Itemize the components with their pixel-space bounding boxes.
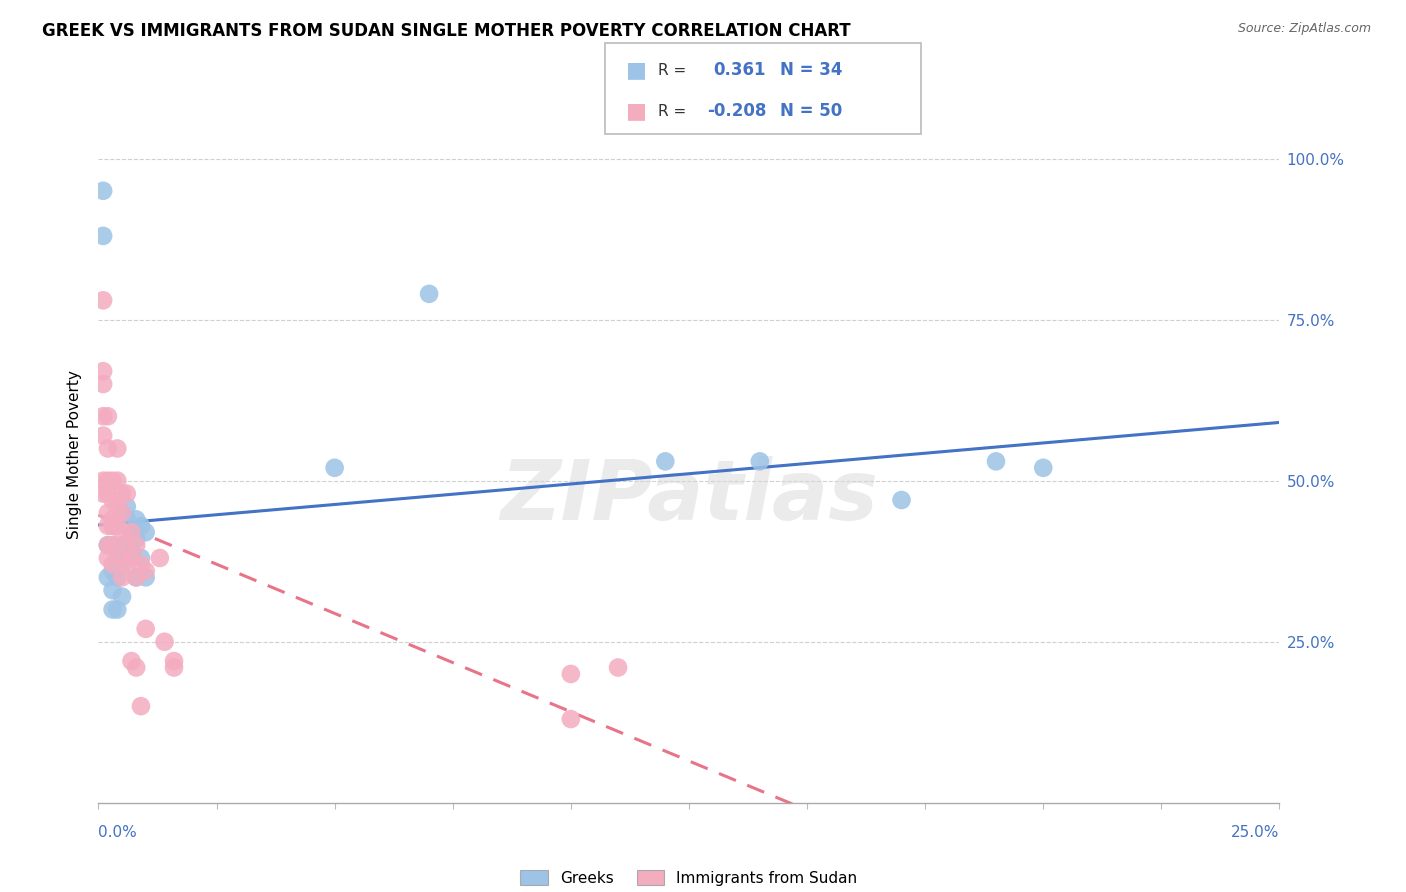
- Text: R =: R =: [658, 62, 686, 78]
- Point: [91, 409, 114, 424]
- Point: [101, 538, 124, 552]
- Text: 25.0%: 25.0%: [1232, 825, 1279, 840]
- Point: [135, 570, 157, 584]
- Point: [111, 538, 134, 552]
- Point: [101, 474, 124, 488]
- Point: [91, 486, 114, 500]
- Point: [111, 525, 134, 540]
- Point: [101, 518, 124, 533]
- Point: [111, 590, 134, 604]
- Y-axis label: Single Mother Poverty: Single Mother Poverty: [67, 370, 83, 540]
- Point: [105, 442, 128, 456]
- Text: Source: ZipAtlas.com: Source: ZipAtlas.com: [1237, 22, 1371, 36]
- Point: [135, 525, 157, 540]
- Point: [135, 564, 157, 578]
- Point: [91, 474, 114, 488]
- Point: [97, 486, 120, 500]
- Point: [1032, 460, 1054, 475]
- Point: [418, 286, 440, 301]
- Text: N = 50: N = 50: [780, 103, 842, 120]
- Point: [105, 500, 128, 514]
- Point: [97, 538, 120, 552]
- Point: [121, 654, 143, 668]
- Point: [129, 558, 152, 572]
- Point: [97, 518, 120, 533]
- Point: [125, 532, 148, 546]
- Point: [125, 570, 148, 584]
- Point: [105, 518, 128, 533]
- Text: GREEK VS IMMIGRANTS FROM SUDAN SINGLE MOTHER POVERTY CORRELATION CHART: GREEK VS IMMIGRANTS FROM SUDAN SINGLE MO…: [42, 22, 851, 40]
- Point: [111, 570, 134, 584]
- Point: [129, 551, 152, 566]
- Point: [163, 654, 186, 668]
- Point: [323, 460, 346, 475]
- Point: [111, 486, 134, 500]
- Text: -0.208: -0.208: [707, 103, 766, 120]
- Point: [91, 428, 114, 442]
- Point: [984, 454, 1007, 468]
- Text: ■: ■: [626, 102, 647, 121]
- Point: [121, 544, 143, 558]
- Legend: Greeks, Immigrants from Sudan: Greeks, Immigrants from Sudan: [520, 870, 858, 886]
- Point: [101, 602, 124, 616]
- Point: [125, 512, 148, 526]
- Point: [560, 667, 582, 681]
- Point: [607, 660, 630, 674]
- Point: [135, 622, 157, 636]
- Point: [129, 518, 152, 533]
- Point: [115, 538, 138, 552]
- Point: [125, 538, 148, 552]
- Point: [121, 551, 143, 566]
- Point: [105, 602, 128, 616]
- Point: [115, 512, 138, 526]
- Point: [91, 184, 114, 198]
- Point: [115, 500, 138, 514]
- Point: [97, 409, 120, 424]
- Point: [105, 474, 128, 488]
- Point: [121, 525, 143, 540]
- Point: [105, 570, 128, 584]
- Point: [111, 558, 134, 572]
- Point: [105, 551, 128, 566]
- Point: [890, 493, 912, 508]
- Point: [101, 558, 124, 572]
- Point: [101, 583, 124, 598]
- Text: N = 34: N = 34: [780, 62, 842, 79]
- Point: [163, 660, 186, 674]
- Text: R =: R =: [658, 103, 686, 119]
- Text: ZIPatlas: ZIPatlas: [501, 456, 877, 537]
- Point: [111, 506, 134, 520]
- Point: [125, 570, 148, 584]
- Point: [97, 570, 120, 584]
- Point: [97, 474, 120, 488]
- Text: 0.0%: 0.0%: [98, 825, 138, 840]
- Point: [91, 364, 114, 378]
- Point: [91, 377, 114, 392]
- Point: [129, 699, 152, 714]
- Point: [101, 493, 124, 508]
- Point: [115, 558, 138, 572]
- Point: [111, 506, 134, 520]
- Point: [97, 538, 120, 552]
- Point: [125, 660, 148, 674]
- Point: [748, 454, 770, 468]
- Point: [97, 442, 120, 456]
- Point: [97, 506, 120, 520]
- Point: [91, 293, 114, 308]
- Point: [111, 551, 134, 566]
- Point: [101, 512, 124, 526]
- Point: [101, 564, 124, 578]
- Point: [101, 518, 124, 533]
- Point: [115, 486, 138, 500]
- Point: [121, 525, 143, 540]
- Point: [91, 228, 114, 243]
- Text: 0.361: 0.361: [713, 62, 765, 79]
- Point: [560, 712, 582, 726]
- Point: [654, 454, 676, 468]
- Point: [101, 538, 124, 552]
- Point: [153, 634, 176, 648]
- Point: [149, 551, 172, 566]
- Point: [97, 551, 120, 566]
- Text: ■: ■: [626, 61, 647, 80]
